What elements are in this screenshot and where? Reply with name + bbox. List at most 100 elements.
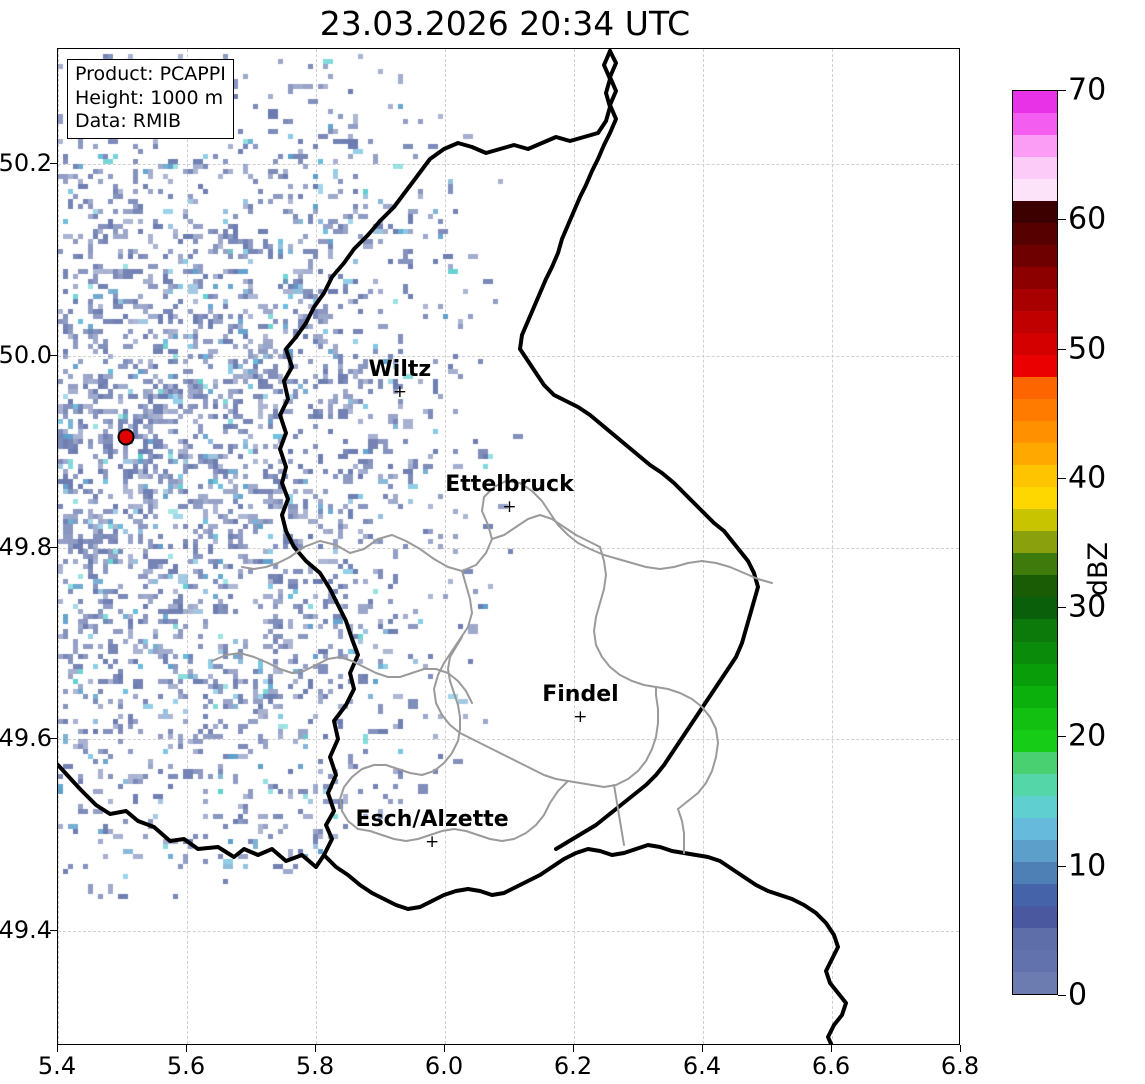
colorbar-band — [1013, 112, 1057, 135]
map-plot-area[interactable]: Wiltz + Ettelbruck + Findel + Esch/Alzette + Pr… — [57, 48, 960, 1045]
info-data-line: Data: RMIB — [75, 110, 182, 133]
colorbar-tick-label: 10 — [1068, 848, 1107, 884]
city-marker-cross-icon: + — [392, 381, 407, 402]
colorbar-band — [1013, 905, 1057, 928]
colorbar-band — [1013, 927, 1057, 950]
colorbar-band — [1013, 134, 1057, 157]
y-tick-mark — [50, 738, 57, 740]
colorbar-band — [1013, 399, 1057, 422]
colorbar-band — [1013, 200, 1057, 223]
colorbar-band — [1013, 90, 1057, 113]
city-label-wiltz: Wiltz + — [368, 356, 432, 402]
colorbar-band — [1013, 465, 1057, 488]
city-label-esch-alzette: Esch/Alzette + — [356, 809, 509, 851]
colorbar-tick-label: 50 — [1068, 331, 1107, 367]
colorbar-band — [1013, 641, 1057, 664]
colorbar-band — [1013, 795, 1057, 818]
product-info-box: Product: PCAPPI Height: 1000 m Data: RMI… — [67, 59, 234, 139]
colorbar-band — [1013, 663, 1057, 686]
info-height-line: Height: 1000 m — [75, 86, 224, 109]
radar-echo-layer — [58, 49, 959, 1044]
colorbar-axis-label: dBZ — [1083, 542, 1114, 597]
colorbar-tick-label: 0 — [1068, 977, 1088, 1013]
colorbar-tick-label: 70 — [1068, 72, 1107, 108]
colorbar-band — [1013, 266, 1057, 289]
colorbar-band — [1013, 289, 1057, 312]
colorbar-band — [1013, 222, 1057, 245]
national-border-southeast — [682, 851, 848, 1044]
colorbar-band — [1013, 707, 1057, 730]
colorbar-tick-mark — [1058, 865, 1066, 867]
district-borders — [211, 480, 773, 854]
colorbar-band — [1013, 509, 1057, 532]
x-tick-label: 6.8 — [940, 1052, 980, 1080]
colorbar-tick-label: 20 — [1068, 718, 1107, 754]
city-name: Ettelbruck — [445, 471, 574, 497]
city-marker-cross-icon: + — [573, 707, 588, 728]
city-name: Esch/Alzette — [355, 807, 509, 833]
colorbar-tick-label: 60 — [1068, 201, 1107, 237]
colorbar-band — [1013, 443, 1057, 466]
x-tick-label: 6.4 — [682, 1052, 722, 1080]
colorbar-band — [1013, 597, 1057, 620]
colorbar-band — [1013, 861, 1057, 884]
colorbar-band — [1013, 355, 1057, 378]
colorbar-band — [1013, 949, 1057, 972]
city-marker-cross-icon: + — [502, 496, 517, 517]
colorbar-band — [1013, 619, 1057, 642]
city-label-ettelbruck: Ettelbruck + — [445, 471, 574, 517]
colorbar-tick-mark — [1058, 607, 1066, 609]
info-product-line: Product: PCAPPI — [75, 63, 226, 85]
city-name: Findel — [542, 682, 619, 708]
colorbar-tick-mark — [1058, 995, 1066, 996]
page-title: 23.03.2026 20:34 UTC — [319, 4, 691, 43]
x-tick-label: 6.2 — [553, 1052, 593, 1080]
colorbar-tick-label: 30 — [1068, 589, 1107, 625]
x-tick-mark — [960, 1045, 961, 1052]
plot-inner: Wiltz + Ettelbruck + Findel + Esch/Alzette + Pr… — [58, 49, 959, 1044]
x-tick-mark — [57, 1045, 58, 1052]
y-tick-mark — [50, 929, 57, 931]
colorbar-band — [1013, 751, 1057, 774]
x-tick-label: 5.6 — [166, 1052, 206, 1080]
colorbar-tick-mark — [1058, 348, 1066, 350]
colorbar-band — [1013, 531, 1057, 554]
x-tick-mark — [444, 1045, 445, 1052]
city-label-findel: Findel + — [542, 684, 618, 726]
x-tick-mark — [702, 1045, 703, 1052]
colorbar-band — [1013, 839, 1057, 862]
y-tick-label: 50.2 — [0, 149, 52, 178]
y-tick-mark — [50, 163, 57, 165]
colorbar-band — [1013, 883, 1057, 906]
colorbar-band — [1013, 156, 1057, 179]
colorbar-band — [1013, 575, 1057, 598]
y-tick-label: 49.6 — [0, 724, 52, 753]
x-tick-label: 6.6 — [811, 1052, 851, 1080]
colorbar-band — [1013, 487, 1057, 510]
colorbar-tick-mark — [1058, 219, 1066, 221]
x-tick-mark — [186, 1045, 187, 1052]
y-tick-label: 49.4 — [0, 915, 52, 944]
colorbar-band — [1013, 421, 1057, 444]
colorbar-band — [1013, 729, 1057, 752]
national-border-south — [322, 843, 686, 911]
colorbar-tick-label: 40 — [1068, 460, 1107, 496]
colorbar-band — [1013, 333, 1057, 356]
y-tick-mark — [50, 354, 57, 356]
map-borders-layer — [58, 49, 848, 1044]
radar-station-marker[interactable] — [117, 428, 135, 446]
x-tick-label: 5.8 — [295, 1052, 335, 1080]
y-tick-mark — [50, 546, 57, 548]
y-tick-label: 50.0 — [0, 340, 52, 369]
city-name: Wiltz — [368, 356, 432, 382]
colorbar-tick-mark — [1058, 736, 1066, 738]
colorbar-tick-mark — [1058, 477, 1066, 479]
colorbar-band — [1013, 244, 1057, 267]
colorbar-band — [1013, 311, 1057, 334]
colorbar-band — [1013, 971, 1057, 994]
y-tick-label: 49.8 — [0, 532, 52, 561]
x-tick-mark — [315, 1045, 316, 1052]
national-border-east — [518, 49, 760, 851]
colorbar[interactable] — [1012, 90, 1058, 995]
